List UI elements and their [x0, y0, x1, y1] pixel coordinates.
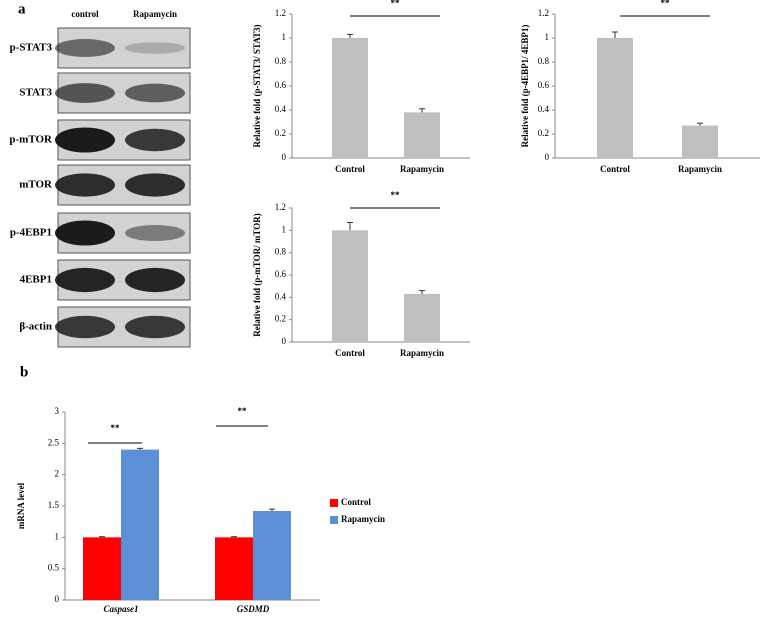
bar [332, 230, 368, 342]
y-tick-label: 0.2 [275, 128, 286, 138]
panel-label: a [18, 1, 26, 17]
blot-band [125, 315, 185, 339]
blot-row-label: β-actin [19, 321, 52, 333]
y-tick-label: 0.2 [538, 128, 549, 138]
y-tick-label: 0.4 [275, 291, 287, 301]
significance-label: ** [238, 406, 248, 416]
y-tick-label: 0.2 [275, 314, 286, 324]
blot-row-label: p-STAT3 [10, 42, 53, 54]
blot-column-label: Rapamycin [133, 9, 177, 19]
y-tick-label: 1 [282, 224, 287, 234]
error-bar [347, 33, 353, 38]
bar [597, 38, 633, 158]
blot-row-label: p-mTOR [9, 134, 53, 146]
x-tick-label: Control [335, 164, 365, 174]
y-tick-label: 0 [282, 152, 287, 162]
blot-band [125, 42, 185, 54]
blot-column-label: control [71, 9, 99, 19]
y-tick-label: 1.2 [275, 202, 286, 212]
x-tick-label: Rapamycin [678, 164, 722, 174]
error-bar [99, 536, 105, 538]
y-tick-label: 0 [545, 152, 550, 162]
blot-band [125, 224, 185, 242]
y-tick-label: 0.4 [538, 104, 550, 114]
blot-band [125, 267, 185, 293]
y-tick-label: 3 [55, 406, 60, 416]
y-tick-label: 0.8 [275, 56, 287, 66]
x-tick-label: Control [600, 164, 630, 174]
error-bar [419, 108, 425, 113]
y-tick-label: 0.8 [275, 247, 287, 257]
x-tick-label: Caspase1 [103, 604, 138, 614]
y-tick-label: 0.6 [275, 269, 287, 279]
y-tick-label: 1.2 [538, 8, 549, 18]
error-bar [269, 508, 275, 512]
error-bar [697, 122, 703, 126]
y-axis-label: Relative fold (p-4EBP1/ 4EBP1) [520, 25, 530, 148]
y-tick-label: 1 [55, 531, 60, 541]
blot-row-label: 4EBP1 [20, 274, 52, 286]
error-bar [347, 222, 353, 231]
blot-row-label: mTOR [19, 179, 53, 191]
y-tick-label: 0.5 [48, 563, 60, 573]
blot-band [55, 39, 115, 57]
x-tick-label: Rapamycin [400, 164, 444, 174]
y-tick-label: 0 [282, 336, 287, 346]
significance-label: ** [661, 0, 671, 8]
blot-band [125, 83, 185, 103]
blot-band [55, 83, 115, 103]
y-tick-label: 0.6 [275, 80, 287, 90]
bar [83, 537, 121, 600]
y-axis-label: Relative fold (p-STAT3/ STAT3) [252, 24, 262, 147]
blot-band [55, 267, 115, 293]
legend-label: Control [341, 497, 371, 507]
significance-label: ** [391, 190, 401, 200]
blot-band [125, 173, 185, 197]
bar [332, 38, 368, 158]
bar [404, 112, 440, 158]
x-tick-label: GSDMD [237, 604, 270, 614]
blot-band [55, 173, 115, 197]
y-tick-label: 1.5 [48, 500, 60, 510]
y-tick-label: 1 [282, 32, 287, 42]
bar [404, 293, 440, 342]
bar [215, 537, 253, 600]
error-bar [137, 447, 143, 450]
y-tick-label: 0 [55, 594, 60, 604]
blot-row-label: p-4EBP1 [10, 227, 52, 239]
y-tick-label: 1.2 [275, 8, 286, 18]
y-tick-label: 2 [55, 469, 60, 479]
legend-swatch [330, 499, 338, 507]
y-tick-label: 1 [545, 32, 550, 42]
y-tick-label: 0.4 [275, 104, 287, 114]
bar [253, 511, 291, 600]
bar [121, 449, 159, 600]
x-tick-label: Rapamycin [400, 348, 444, 358]
blot-row-label: STAT3 [19, 87, 52, 99]
panel-label: b [20, 364, 28, 380]
y-axis-label: Relative fold (p-mTOR/ mTOR) [252, 213, 262, 336]
blot-band [55, 315, 115, 339]
error-bar [612, 31, 618, 38]
blot-band [125, 128, 185, 152]
legend-label: Rapamycin [341, 514, 385, 524]
error-bar [231, 536, 237, 538]
y-tick-label: 2.5 [48, 437, 60, 447]
significance-label: ** [391, 0, 401, 8]
y-tick-label: 0.8 [538, 56, 550, 66]
y-axis-label: mRNA level [16, 482, 26, 529]
legend-swatch [330, 516, 338, 524]
error-bar [419, 290, 425, 294]
x-tick-label: Control [335, 348, 365, 358]
significance-label: ** [111, 423, 121, 433]
bar [682, 125, 718, 158]
y-tick-label: 0.6 [538, 80, 550, 90]
blot-band [55, 220, 115, 246]
blot-band [55, 127, 115, 153]
